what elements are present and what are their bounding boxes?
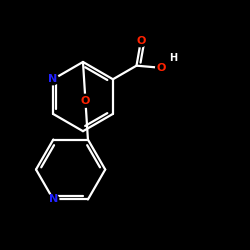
Text: H: H [170, 53, 177, 63]
Circle shape [48, 194, 59, 205]
Circle shape [48, 74, 58, 85]
Text: N: N [48, 74, 58, 84]
Circle shape [79, 94, 92, 107]
Text: O: O [156, 63, 166, 73]
Circle shape [135, 36, 146, 47]
Text: N: N [49, 194, 58, 204]
Circle shape [156, 62, 166, 73]
Text: O: O [81, 96, 90, 106]
Text: O: O [136, 36, 145, 46]
